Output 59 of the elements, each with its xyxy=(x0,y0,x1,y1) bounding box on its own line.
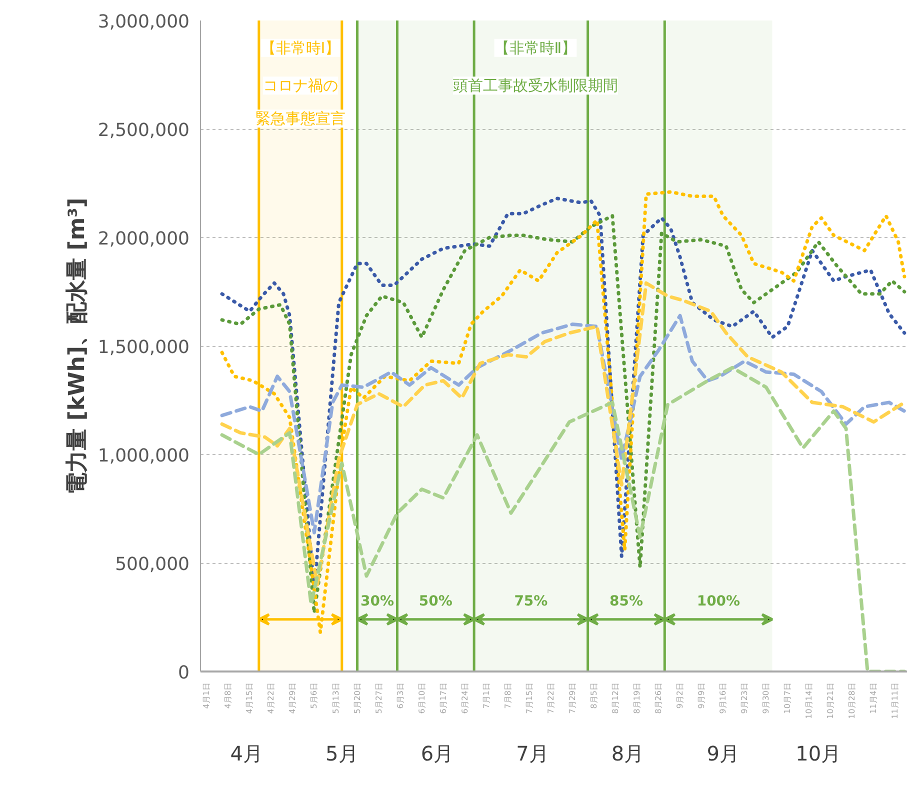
x2-tick-label: 6月 xyxy=(420,742,454,766)
x-tick-label: 9月16日 xyxy=(718,682,728,714)
x-tick-label: 6月24日 xyxy=(460,682,470,714)
x-tick-label: 4月1日 xyxy=(202,682,212,709)
x-tick-label: 9月2日 xyxy=(676,682,685,709)
line-series xyxy=(220,314,906,534)
x2-tick-label: 10月 xyxy=(796,742,842,766)
x2-tick-label: 4月 xyxy=(230,742,263,766)
band-label: 75% xyxy=(514,593,548,610)
x-tick-label: 5月27日 xyxy=(374,682,384,714)
annotation: コロナ禍の緊急事態宣言 xyxy=(255,76,346,128)
line-series xyxy=(220,366,906,672)
x-tick-label: 10月28日 xyxy=(848,682,857,719)
x-tick-label: 7月22日 xyxy=(546,682,556,714)
x-tick-label: 7月8日 xyxy=(503,682,512,709)
x-tick-label: 5月20日 xyxy=(352,682,362,714)
x-tick-label: 10月21日 xyxy=(826,682,836,719)
annotation: 【非常時Ⅰ】 xyxy=(260,38,340,57)
x-tick-label: 6月17日 xyxy=(438,682,448,714)
y-tick-label: 1,000,000 xyxy=(98,446,190,466)
y-tick-label: 1,500,000 xyxy=(98,337,190,358)
x-tick-label: 10月14日 xyxy=(804,682,814,719)
annotation: 【非常時Ⅱ】 xyxy=(494,38,577,57)
x-tick-label: 6月10日 xyxy=(417,682,426,714)
x-tick-label: 4月29日 xyxy=(288,682,298,714)
x-tick-label: 8月19日 xyxy=(632,682,642,714)
x-tick-label: 4月8日 xyxy=(224,682,233,709)
x-tick-label: 8月26日 xyxy=(654,682,664,714)
x-tick-label: 5月13日 xyxy=(331,682,340,714)
x2-tick-label: 9月 xyxy=(706,742,740,766)
y-axis-title: 電力量 [kWh]、配水量 [m³] xyxy=(64,198,90,494)
x2-tick-label: 8月 xyxy=(611,742,644,766)
x-tick-label: 8月12日 xyxy=(610,682,620,714)
annotation: 頭首工事故受水制限期間 xyxy=(452,76,618,95)
x-tick-label: 10月7日 xyxy=(783,682,792,714)
x-tick-label: 7月29日 xyxy=(568,682,577,714)
y-tick-label: 500,000 xyxy=(115,554,190,575)
y-tick-label: 3,000,000 xyxy=(98,12,190,32)
x-tick-label: 4月15日 xyxy=(245,682,254,714)
y-tick-label: 2,000,000 xyxy=(98,228,190,250)
y-tick-label: 2,500,000 xyxy=(98,120,190,141)
x-tick-label: 8月5日 xyxy=(589,682,598,709)
x-tick-label: 7月15日 xyxy=(524,682,534,714)
y-tick-label: 0 xyxy=(178,662,190,684)
band-label: 30% xyxy=(360,593,394,610)
x-tick-label: 7月1日 xyxy=(482,682,491,709)
x-tick-label: 11月4日 xyxy=(869,682,878,714)
x-tick-label: 9月9日 xyxy=(697,682,706,709)
x2-tick-label: 7月 xyxy=(516,742,549,766)
band-label: 50% xyxy=(418,593,452,610)
x-tick-label: 9月23日 xyxy=(740,682,750,714)
x-tick-label: 4月22日 xyxy=(266,682,276,714)
x-tick-label: 9月30日 xyxy=(762,682,771,714)
x-tick-label: 5月6日 xyxy=(310,682,319,709)
band-label: 85% xyxy=(609,593,643,610)
x2-tick-label: 5月 xyxy=(326,742,358,766)
x-tick-label: 6月3日 xyxy=(396,682,405,709)
x-tick-label: 11月11日 xyxy=(890,682,900,719)
band-label: 100% xyxy=(696,593,740,610)
